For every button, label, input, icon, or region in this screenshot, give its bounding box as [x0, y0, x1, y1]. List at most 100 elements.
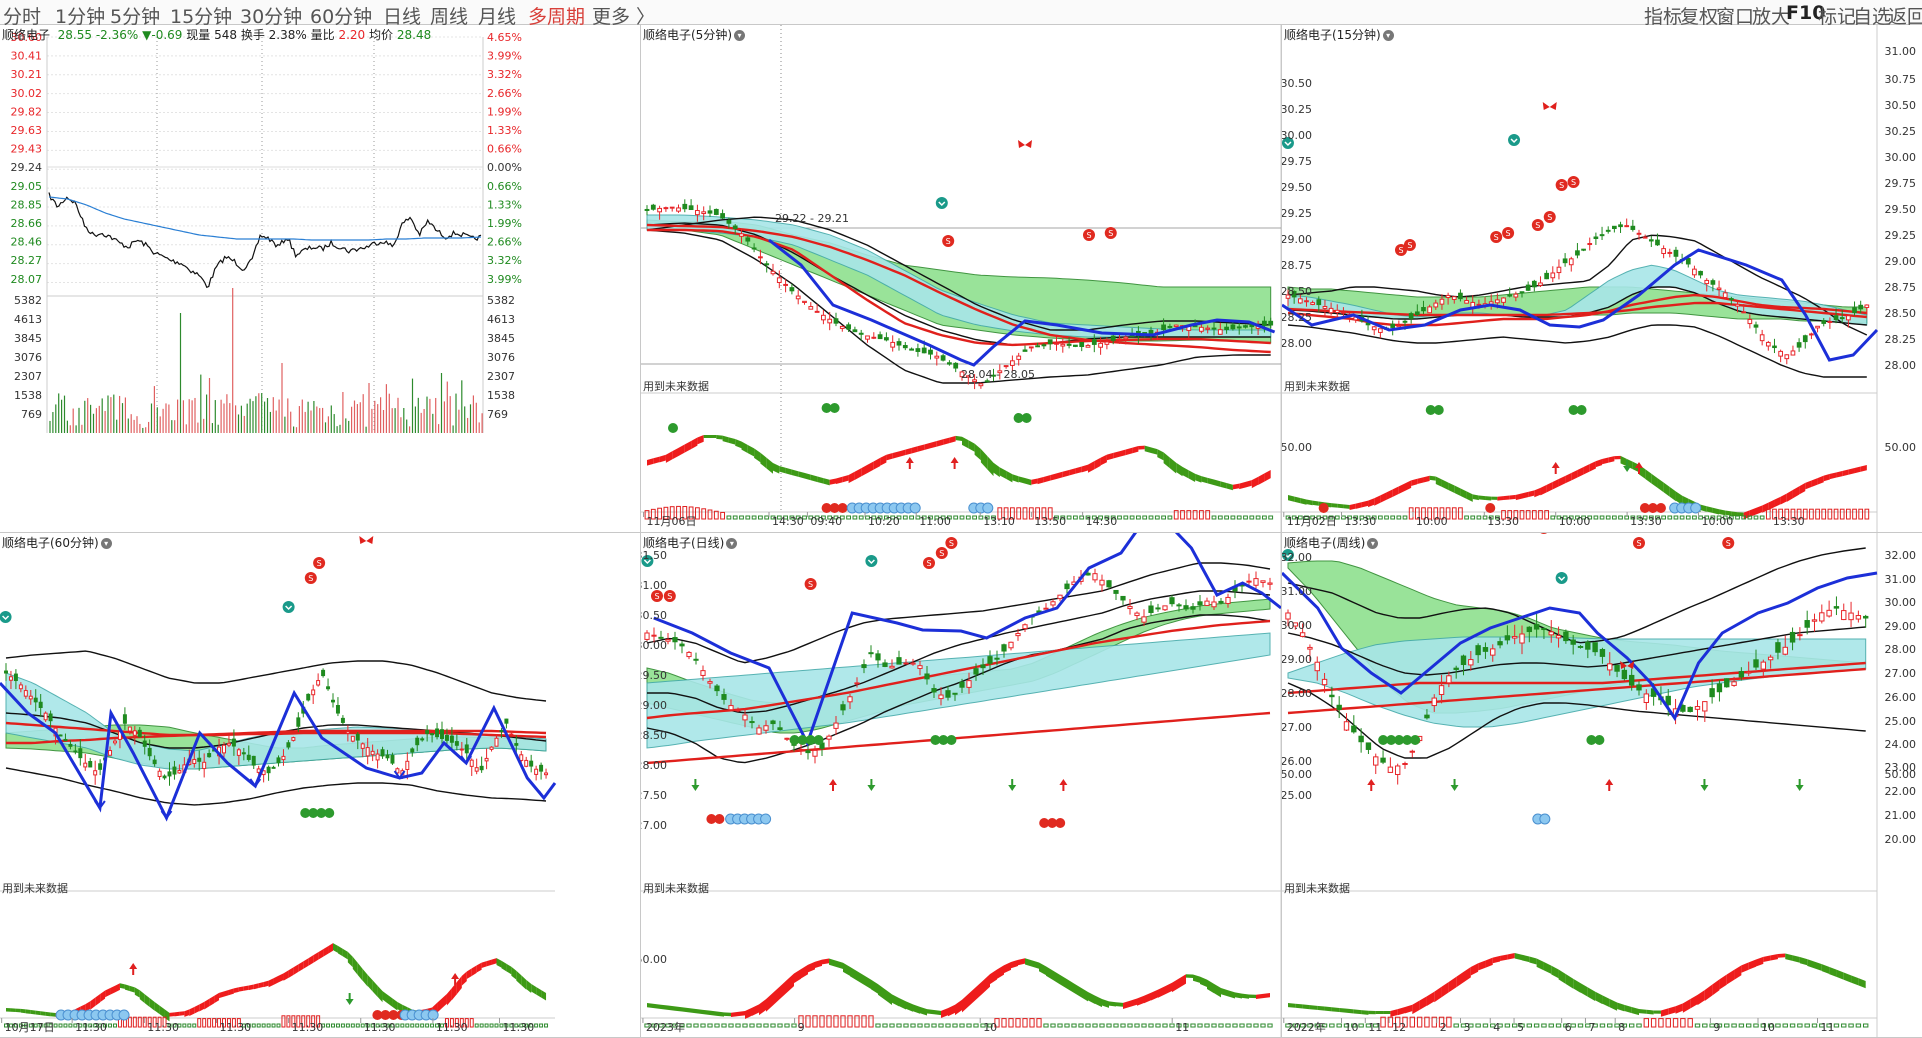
y-axis-label: 26.00 [1282, 755, 1312, 768]
candle-body [833, 318, 839, 324]
m60-title[interactable]: 顺络电子(60分钟) ▾ [2, 534, 112, 551]
candle-body [113, 740, 117, 744]
candle-body [991, 374, 996, 377]
indicator-wave [678, 444, 685, 456]
indicator-bar [732, 515, 738, 520]
candle-body [479, 765, 484, 771]
intraday-stock-name: 顺络电子 [2, 28, 51, 42]
indicator-bar [1570, 1023, 1576, 1028]
indicator-wave [85, 1001, 91, 1012]
indicator-bar [1036, 1018, 1042, 1028]
indicator-wave [1221, 988, 1228, 997]
back-button[interactable]: 返回 [1888, 6, 1922, 28]
day-title-text: 顺络电子(日线) [643, 536, 725, 550]
tab-30min[interactable]: 30分钟 [240, 6, 303, 28]
mark-button[interactable]: 标记 [1818, 6, 1857, 28]
candle-body [945, 690, 951, 698]
ma-red-line [1287, 661, 1866, 695]
tab-day[interactable]: 日线 [383, 6, 422, 28]
candle-body [1729, 298, 1734, 301]
indicator-wave [1239, 481, 1246, 490]
bollinger-line [5, 767, 547, 806]
y-axis-label: 29.50 [1282, 181, 1312, 194]
chevron-down-icon[interactable]: ▾ [734, 30, 745, 41]
indicator-wave [1719, 974, 1727, 990]
candle-body [1015, 633, 1021, 637]
watchlist-button[interactable]: 自选 [1853, 6, 1892, 28]
x-axis-label: 12 [1392, 1021, 1406, 1034]
volume-axis-label: 2307 [487, 370, 515, 383]
x-axis-label: 10 [1345, 1021, 1359, 1034]
tab-month[interactable]: 月线 [478, 6, 517, 28]
indicator-axis-label: 50.00 [1885, 768, 1917, 781]
m15-title[interactable]: 顺络电子(15分钟) ▾ [1284, 26, 1394, 43]
window-button[interactable]: 窗口 [1716, 6, 1755, 28]
indicator-wave [1186, 974, 1193, 978]
indicator-bar [207, 1018, 212, 1028]
tab-15min[interactable]: 15分钟 [170, 6, 233, 28]
day-title[interactable]: 顺络电子(日线) ▾ [643, 534, 738, 551]
indicator-bar [695, 507, 700, 520]
more-arrow-icon[interactable]: 〉 [636, 6, 656, 28]
indicator-wave [382, 991, 388, 1004]
indicator-bar [222, 1018, 226, 1028]
candle-body [1162, 605, 1168, 611]
chevron-down-icon[interactable]: ▾ [100, 538, 112, 549]
indicator-bar [474, 1023, 479, 1028]
candle-body [1702, 701, 1708, 712]
candle-body [514, 743, 519, 746]
tab-1min[interactable]: 1分钟 [55, 6, 106, 28]
indicator-wave [1032, 960, 1039, 969]
candle-body [1161, 324, 1166, 331]
indicator-bar [902, 515, 908, 520]
indicator-wave [516, 970, 522, 986]
candle-body [1445, 294, 1451, 298]
indicator-wave [1734, 965, 1742, 980]
y-axis-label: 30.00 [1282, 129, 1312, 142]
week-title[interactable]: 顺络电子(周线) ▾ [1284, 534, 1379, 551]
indicator-bar [1291, 515, 1297, 520]
tab-more[interactable]: 更多 [592, 6, 631, 28]
indicator-wave [1011, 959, 1018, 969]
tab-week[interactable]: 周线 [430, 6, 469, 28]
buy-signal-icon [1555, 572, 1568, 584]
chevron-down-icon[interactable]: ▾ [1382, 30, 1394, 41]
indicator-bar [1431, 1016, 1437, 1028]
indicator-bar [1148, 1023, 1154, 1028]
zoom-button[interactable]: 放大 [1752, 6, 1791, 28]
candle-body [1253, 578, 1259, 586]
indicator-bar [1716, 1023, 1723, 1028]
tab-60min[interactable]: 60分钟 [310, 6, 373, 28]
indicator-bar [1548, 1023, 1554, 1028]
candle-body [1378, 328, 1383, 333]
indicator-wave [149, 998, 155, 1011]
green-cluster-icon [316, 808, 327, 818]
indicator-wave [1609, 998, 1618, 1011]
tab-fenshi[interactable]: 分时 [3, 6, 42, 28]
indicator-wave [1317, 1005, 1325, 1011]
day-chart[interactable]: SSSSSS31.5031.0030.5030.0029.5029.0028.5… [641, 533, 1281, 1037]
indicator-bar [1819, 1023, 1825, 1028]
tab-5min[interactable]: 5分钟 [110, 6, 161, 28]
f10-button[interactable]: F10 [1786, 2, 1826, 24]
intraday-chart[interactable]: 30.6030.4130.2130.0229.8229.6329.4329.24… [0, 25, 640, 532]
sell-signal-icon: S [949, 539, 954, 548]
indicator-bar [286, 1015, 291, 1028]
week-chart[interactable]: SSSSS32.0031.0030.0029.0028.0027.0026.00… [1282, 533, 1922, 1037]
indicator-button[interactable]: 指标 [1644, 6, 1683, 28]
indicator-wave [927, 1009, 934, 1015]
indicator-wave [969, 986, 976, 1006]
indicator-wave [1426, 991, 1435, 1006]
chevron-down-icon[interactable]: ▾ [1367, 538, 1379, 549]
y-axis-label: 27.00 [1885, 667, 1917, 680]
indicator-bar [791, 1023, 797, 1028]
chevron-down-icon[interactable]: ▾ [726, 538, 738, 549]
tab-multi-period[interactable]: 多周期 [528, 6, 586, 28]
x-axis-label: 09:40 [810, 515, 842, 528]
m5-title[interactable]: 顺络电子(5分钟) ▾ [643, 26, 745, 43]
adjust-button[interactable]: 复权 [1680, 6, 1719, 28]
candle-body [1127, 606, 1133, 610]
